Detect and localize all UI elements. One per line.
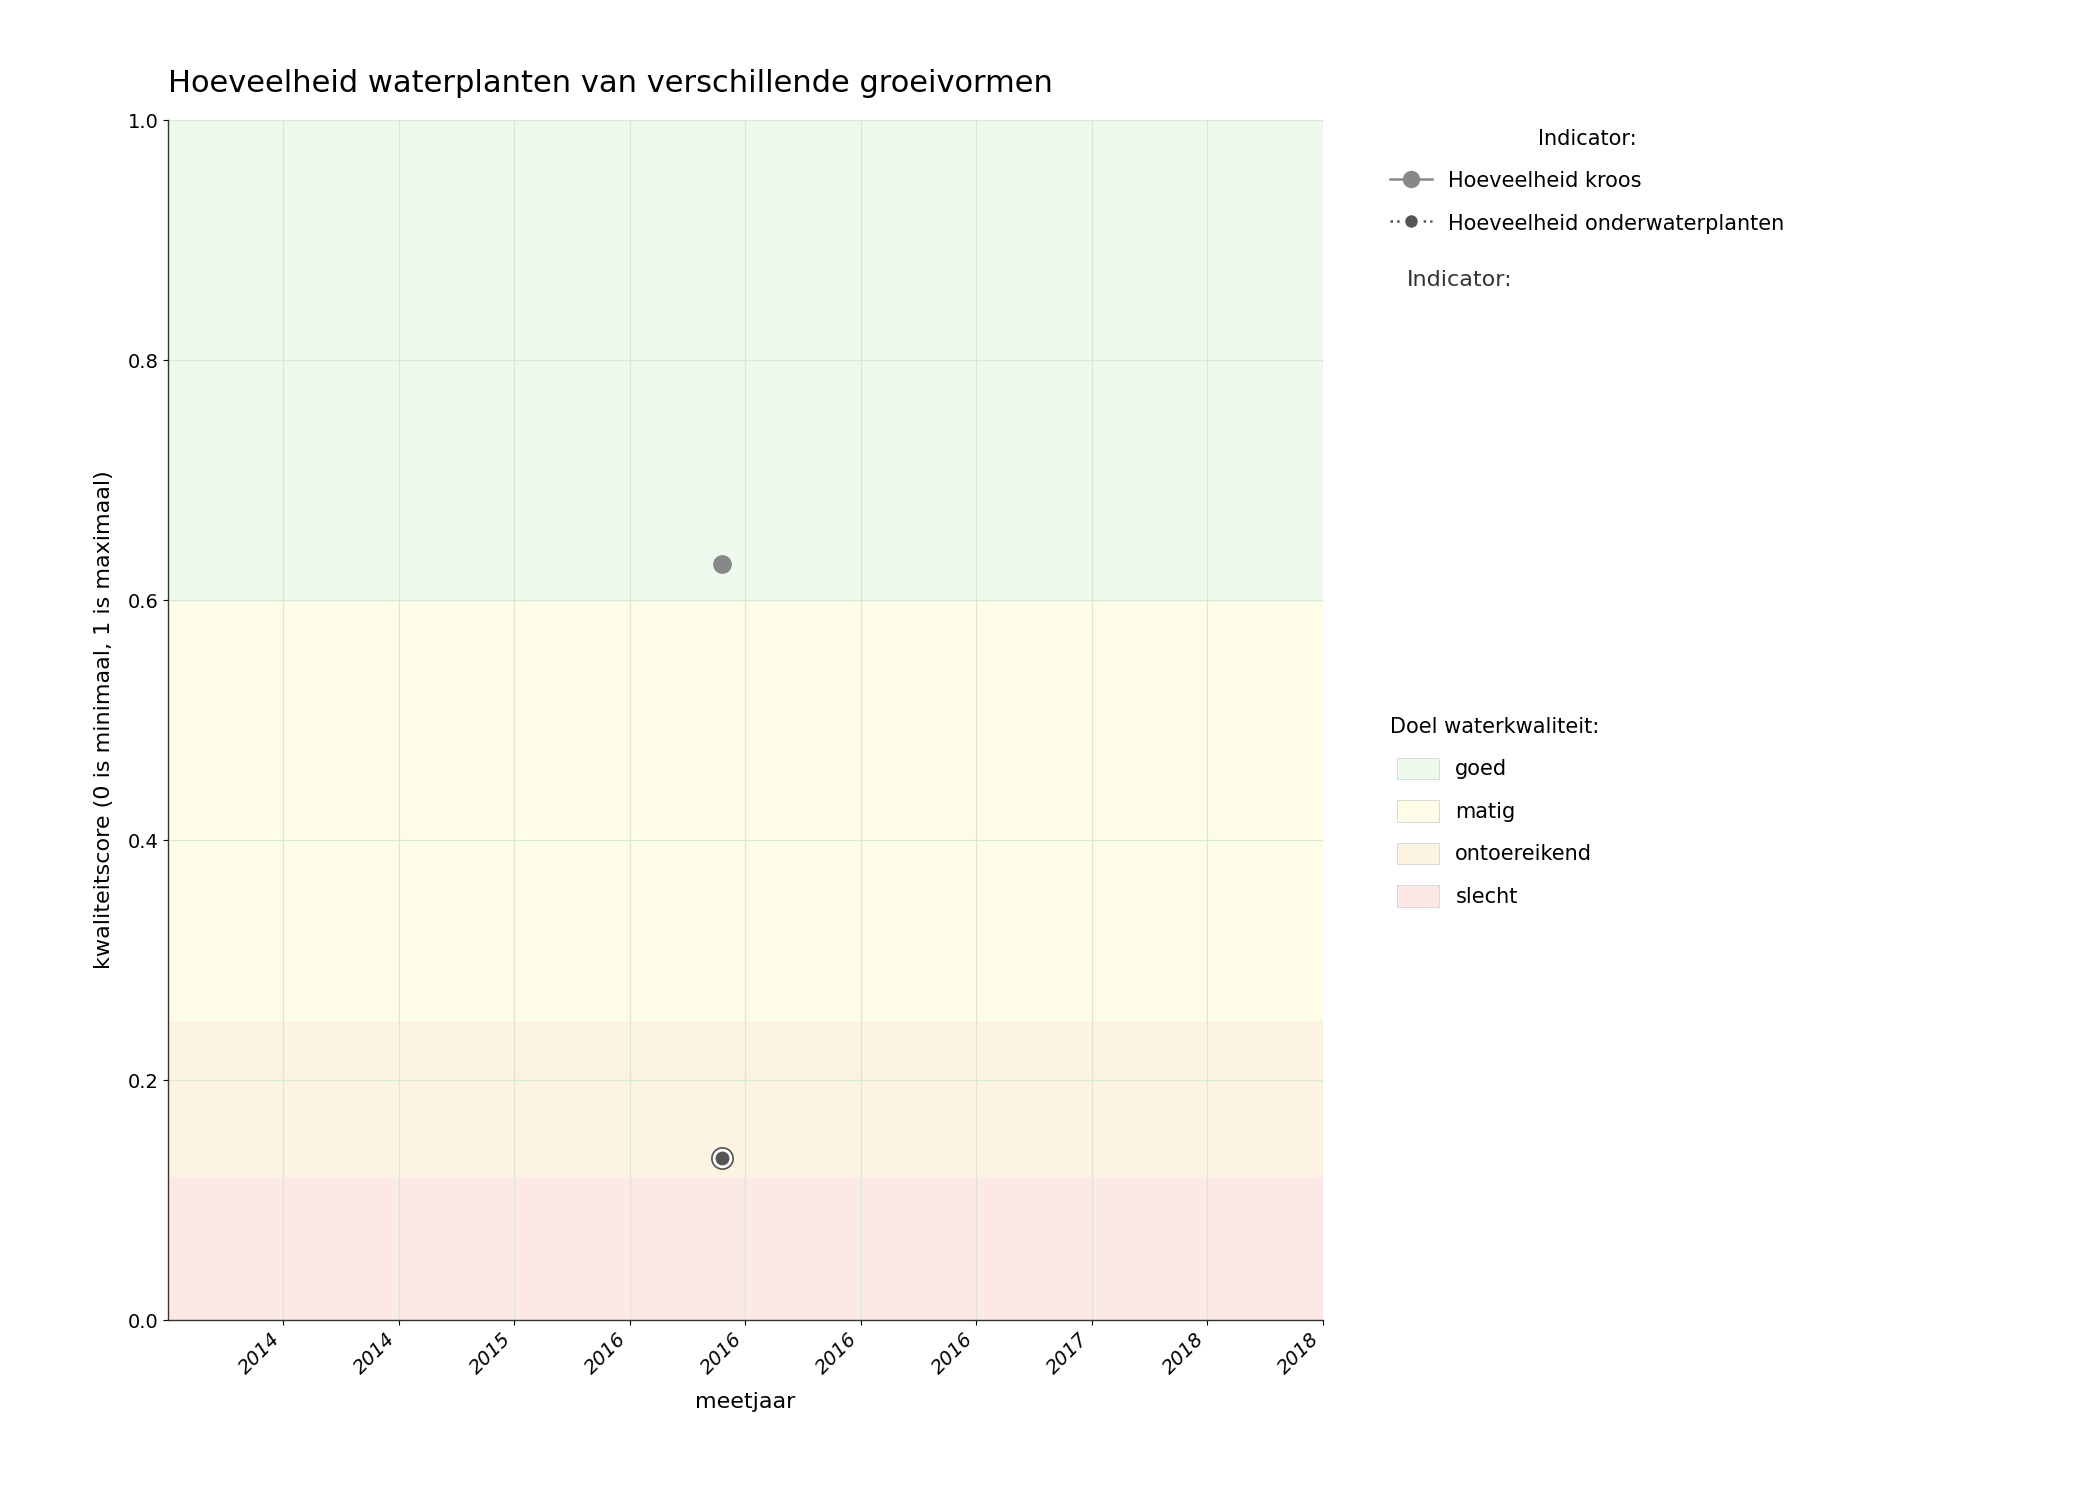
Bar (168, 120, 1323, 600)
Text: Hoeveelheid waterplanten van verschillende groeivormen: Hoeveelheid waterplanten van verschillen… (168, 69, 1052, 98)
Bar (168, 1176, 1323, 1320)
Legend: goed, matig, ontoereikend, slecht: goed, matig, ontoereikend, slecht (1380, 706, 1611, 918)
Text: Indicator:: Indicator: (1407, 270, 1512, 290)
Bar (168, 1020, 1323, 1176)
Y-axis label: kwaliteitscore (0 is minimaal, 1 is maximaal): kwaliteitscore (0 is minimaal, 1 is maxi… (94, 471, 113, 969)
Bar (168, 600, 1323, 1020)
X-axis label: meetjaar: meetjaar (695, 1392, 796, 1411)
